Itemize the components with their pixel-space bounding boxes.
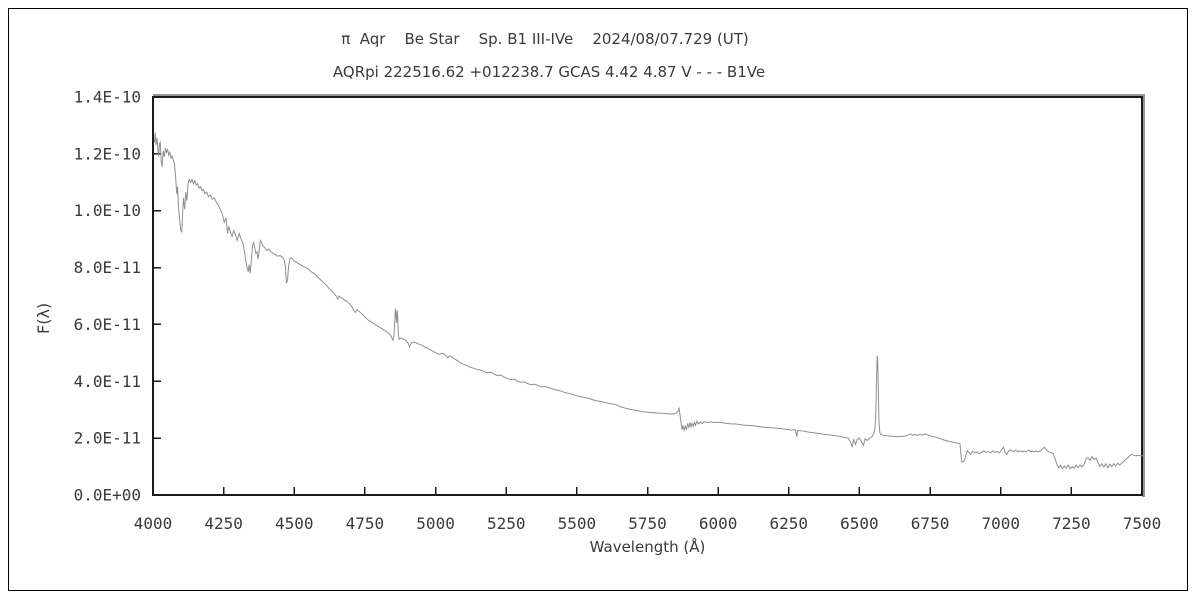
x-tick-label: 6750	[911, 514, 950, 533]
x-tick-label: 7500	[1123, 514, 1162, 533]
x-tick-label: 4000	[134, 514, 173, 533]
y-tick-label: 0.0E+00	[74, 486, 141, 505]
y-tick-label: 6.0E-11	[74, 315, 141, 334]
x-tick-label: 7250	[1052, 514, 1091, 533]
x-tick-label: 6500	[840, 514, 879, 533]
image-border	[8, 8, 1188, 591]
y-tick-label: 2.0E-11	[74, 429, 141, 448]
x-tick-label: 5500	[558, 514, 597, 533]
x-tick-label: 4750	[346, 514, 385, 533]
chart-title: π Aqr Be Star Sp. B1 III-IVe 2024/08/07.…	[341, 30, 749, 48]
y-tick-label: 1.2E-10	[74, 144, 141, 163]
y-tick-label: 4.0E-11	[74, 372, 141, 391]
chart-subtitle: AQRpi 222516.62 +012238.7 GCAS 4.42 4.87…	[332, 63, 766, 81]
x-tick-label: 5000	[416, 514, 455, 533]
y-tick-label: 1.0E-10	[74, 201, 141, 220]
y-tick-label: 8.0E-11	[74, 258, 141, 277]
x-axis-title: Wavelength (Å)	[589, 538, 706, 556]
x-tick-label: 6000	[699, 514, 738, 533]
x-tick-label: 5250	[487, 514, 526, 533]
x-tick-label: 4500	[275, 514, 314, 533]
x-tick-label: 4250	[204, 514, 243, 533]
spectrum-line-spectrum	[153, 132, 1145, 470]
x-tick-label: 5750	[628, 514, 667, 533]
x-tick-label: 7000	[981, 514, 1020, 533]
x-tick-label: 6250	[770, 514, 809, 533]
y-tick-label: 1.4E-10	[74, 88, 141, 107]
plot-frame	[152, 96, 1143, 496]
